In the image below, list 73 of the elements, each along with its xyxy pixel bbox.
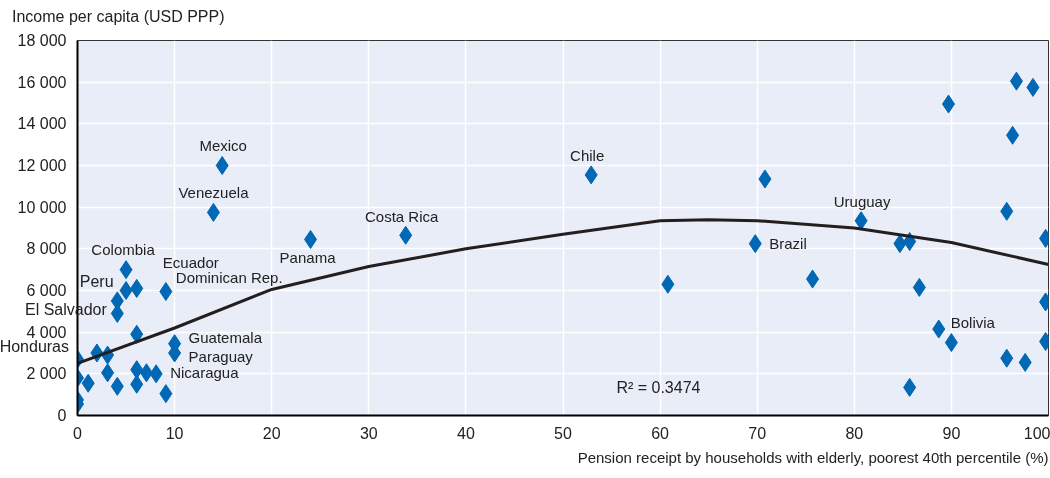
x-tick-label: 30 bbox=[359, 424, 378, 442]
point bbox=[854, 211, 868, 231]
annotation: Mexico bbox=[199, 137, 247, 154]
annotation: Paraguay bbox=[188, 347, 254, 365]
point bbox=[944, 333, 958, 353]
x-tick-label: 20 bbox=[262, 424, 281, 442]
annotation: Guatemala bbox=[188, 329, 263, 347]
point bbox=[81, 373, 95, 393]
point bbox=[101, 363, 115, 383]
annotation: Colombia bbox=[91, 241, 156, 259]
y-tick-label: 6 000 bbox=[26, 282, 67, 299]
annotation: Panama bbox=[279, 248, 337, 266]
point bbox=[304, 229, 318, 249]
y-tick-label: 8 000 bbox=[26, 240, 67, 258]
annotation: Uruguay bbox=[833, 193, 891, 211]
point bbox=[130, 374, 144, 394]
point bbox=[1000, 201, 1014, 221]
point bbox=[1026, 77, 1040, 97]
point bbox=[1000, 348, 1014, 368]
annotation: Ecuador bbox=[162, 254, 219, 272]
point bbox=[110, 376, 124, 396]
point bbox=[932, 319, 946, 339]
point bbox=[119, 281, 133, 300]
y-tick-label: 10 000 bbox=[17, 198, 67, 216]
point bbox=[758, 169, 772, 189]
annotation: Chile bbox=[570, 147, 605, 165]
point bbox=[139, 363, 153, 383]
point bbox=[1018, 352, 1032, 372]
point bbox=[159, 384, 173, 404]
x-tick-label: 0 bbox=[73, 424, 83, 442]
annotation: Costa Rica bbox=[365, 207, 440, 225]
x-tick-label: 100 bbox=[1023, 424, 1050, 442]
point bbox=[1006, 125, 1020, 145]
annotation: Venezuela bbox=[178, 183, 250, 201]
point bbox=[159, 282, 173, 302]
point bbox=[893, 234, 907, 254]
point bbox=[215, 156, 229, 175]
annotation: R² = 0.3474 bbox=[616, 378, 701, 396]
y-axis-title: Income per capita (USD PPP) bbox=[12, 8, 225, 26]
annotation: Dominican Rep. bbox=[175, 269, 283, 287]
x-tick-label: 90 bbox=[942, 424, 961, 442]
point bbox=[912, 277, 926, 297]
x-axis-title: Pension receipt by households with elderly, poorest 40th percentile (%) bbox=[577, 448, 1049, 466]
x-tick-label: 60 bbox=[651, 424, 670, 442]
annotation: Peru bbox=[79, 273, 114, 291]
point bbox=[149, 364, 163, 384]
y-tick-label: 12 000 bbox=[17, 157, 67, 174]
y-tick-label: 16 000 bbox=[17, 73, 67, 91]
x-tick-label: 40 bbox=[457, 424, 475, 442]
x-tick-label: 50 bbox=[554, 424, 572, 442]
point bbox=[110, 303, 124, 323]
point bbox=[806, 269, 820, 289]
x-tick-label: 80 bbox=[845, 424, 864, 442]
y-tick-label: 2 000 bbox=[26, 365, 67, 383]
point bbox=[941, 94, 955, 114]
point bbox=[903, 377, 917, 397]
annotation: Nicaragua bbox=[170, 364, 240, 382]
point bbox=[661, 274, 675, 294]
point bbox=[399, 225, 413, 245]
point bbox=[130, 324, 144, 344]
y-tick-label: 14 000 bbox=[17, 115, 67, 133]
x-tick-label: 70 bbox=[748, 424, 767, 442]
y-tick-label: 0 bbox=[57, 407, 67, 424]
x-tick-label: 10 bbox=[165, 424, 184, 442]
point bbox=[206, 202, 220, 222]
point bbox=[1009, 71, 1023, 91]
annotation: Brazil bbox=[769, 235, 807, 253]
point bbox=[748, 234, 762, 254]
point bbox=[130, 278, 144, 298]
y-tick-label: 18 000 bbox=[17, 32, 67, 49]
annotation: Bolivia bbox=[950, 313, 996, 331]
point bbox=[119, 260, 133, 280]
point bbox=[584, 165, 598, 185]
